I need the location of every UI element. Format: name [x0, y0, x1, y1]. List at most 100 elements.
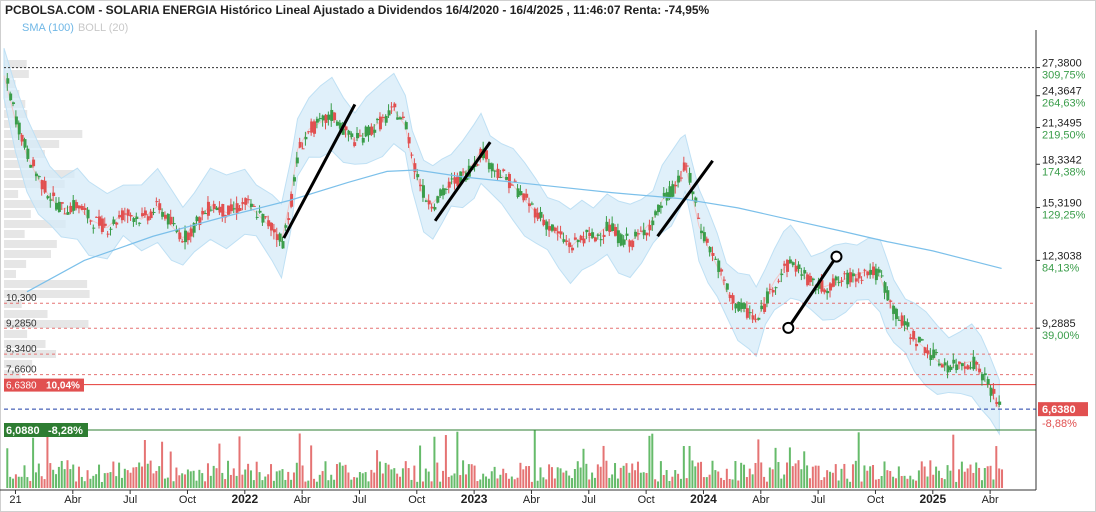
candle-body	[189, 228, 193, 237]
volume-bar	[20, 476, 23, 488]
volume-bar	[748, 468, 751, 488]
candle-body	[958, 361, 962, 364]
candle-body	[923, 347, 927, 354]
volume-bar	[857, 432, 860, 488]
volume-bar	[419, 445, 422, 488]
candle-body	[834, 276, 838, 281]
volume-bar	[161, 441, 164, 488]
volume-bar	[313, 478, 316, 488]
volume-bar	[929, 460, 932, 488]
volume-bar	[545, 479, 548, 488]
volume-bar	[318, 474, 321, 488]
x-tick-label: 2025	[919, 492, 946, 506]
volume-bar	[616, 478, 619, 488]
volume-bar	[576, 461, 579, 488]
candle-body	[783, 263, 787, 266]
current-price-tag	[1038, 402, 1088, 417]
volume-bar	[573, 468, 576, 488]
candle-body	[912, 330, 916, 340]
candle-body	[212, 203, 216, 210]
candle-body	[77, 205, 81, 209]
candle-body	[206, 201, 210, 216]
volume-bar	[43, 479, 46, 488]
candle-body	[485, 150, 489, 160]
candle-body	[166, 213, 170, 225]
volume-bar	[442, 470, 445, 488]
candle-body	[943, 362, 947, 366]
x-tick-label: Oct	[638, 494, 655, 506]
volume-bar	[376, 450, 379, 488]
volume-bar	[424, 468, 427, 488]
volume-bar	[880, 476, 883, 488]
legend-sma[interactable]: SMA (100)	[22, 22, 74, 34]
candle-body	[734, 304, 738, 309]
volume-bar	[267, 474, 270, 488]
volume-bar	[694, 466, 697, 488]
candle-body	[863, 269, 867, 271]
volume-bar	[886, 470, 889, 488]
candle-body	[722, 279, 726, 281]
candle-body	[315, 118, 319, 123]
candle-body	[573, 237, 577, 240]
current-price-pct: -8,88%	[1042, 418, 1077, 430]
candle-body	[894, 308, 898, 320]
candle-body	[960, 363, 964, 367]
candle-body	[350, 133, 354, 138]
volume-bar	[582, 448, 585, 488]
volume-bar	[780, 478, 783, 488]
candle-body	[29, 164, 33, 168]
candle-body	[195, 216, 199, 222]
candle-body	[341, 128, 345, 135]
volume-bar	[553, 478, 556, 488]
volume-bars	[6, 430, 1004, 488]
volume-bar	[493, 466, 496, 488]
low-price-tag	[4, 422, 88, 437]
candle-body	[926, 350, 930, 354]
candle-body	[146, 216, 150, 221]
volume-profile-bar	[4, 250, 51, 258]
volume-bar	[625, 463, 628, 488]
candle-body	[103, 223, 107, 226]
trend-marker	[830, 250, 843, 263]
volume-bar	[72, 464, 75, 488]
trend-marker	[782, 321, 795, 334]
volume-bar	[496, 478, 499, 488]
candle-body	[244, 198, 248, 205]
legend-boll[interactable]: BOLL (20)	[77, 22, 129, 34]
volume-bar	[674, 470, 677, 488]
volume-bar	[181, 473, 184, 488]
volume-bar	[757, 439, 760, 488]
candle-body	[26, 148, 30, 159]
volume-bar	[232, 468, 235, 488]
candle-body	[645, 232, 649, 236]
volume-bar	[588, 479, 591, 488]
volume-bar	[926, 476, 929, 488]
candle-body	[737, 301, 741, 311]
volume-bar	[444, 435, 447, 488]
candle-body	[608, 224, 612, 232]
candle-body	[499, 176, 503, 178]
candle-body	[487, 162, 491, 170]
volume-bar	[510, 476, 513, 488]
candle-body	[287, 218, 291, 221]
candle-body	[794, 265, 798, 272]
candle-body	[442, 188, 446, 196]
volume-bar	[808, 478, 811, 488]
volume-bar	[745, 477, 748, 488]
candle-body	[648, 224, 652, 231]
candle-body	[378, 116, 382, 130]
volume-bar	[946, 465, 949, 488]
right-axis-price: 18,3342	[1042, 154, 1082, 166]
volume-bar	[522, 469, 525, 488]
volume-bar	[679, 478, 682, 488]
candle-body	[373, 129, 377, 133]
volume-bar	[579, 467, 582, 488]
volume-bar	[955, 481, 958, 488]
volume-bar	[14, 474, 17, 488]
candle-body	[338, 122, 342, 129]
candle-body	[178, 232, 182, 240]
candle-body	[889, 300, 893, 302]
volume-bar	[390, 469, 393, 488]
low-price-label: 6,0880	[6, 425, 40, 437]
volume-bar	[657, 481, 660, 488]
